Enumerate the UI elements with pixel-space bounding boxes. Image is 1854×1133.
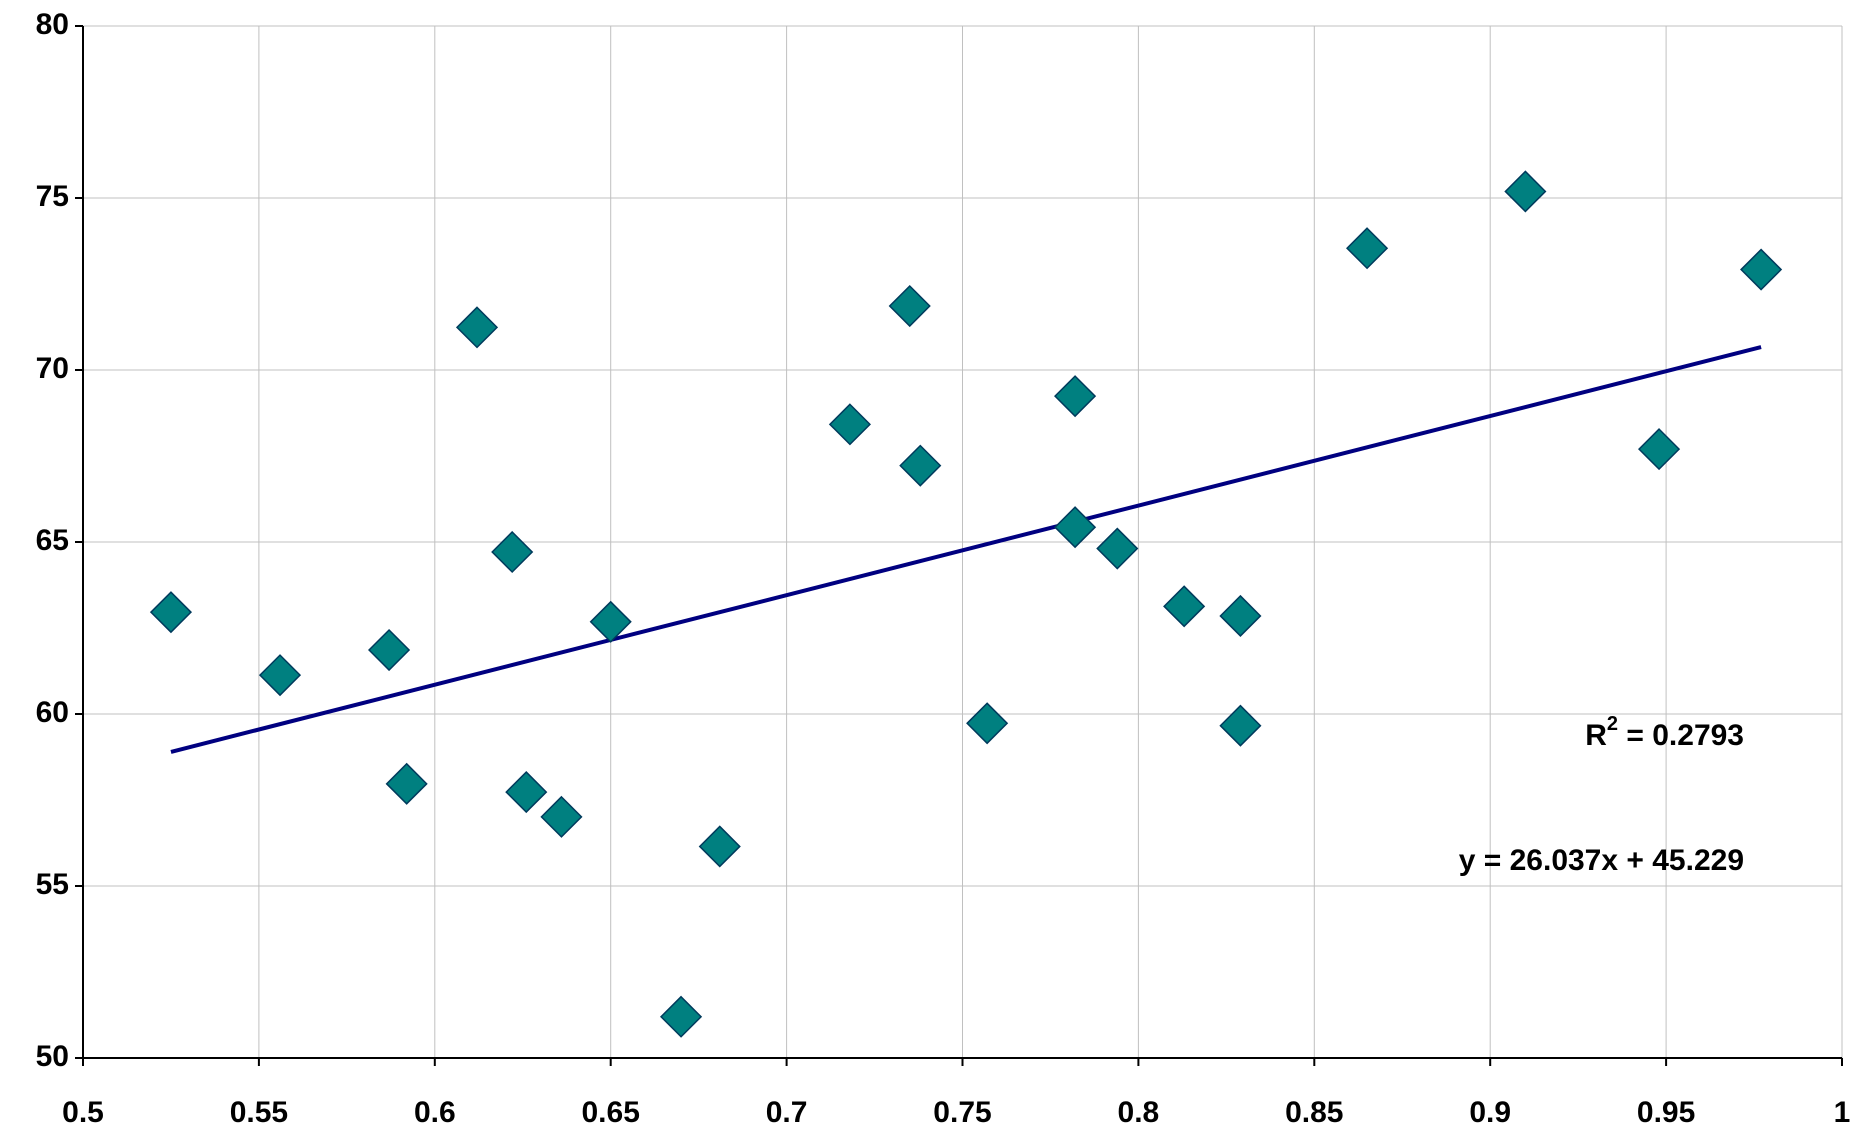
marker xyxy=(1505,171,1545,211)
x-tick-label: 0.7 xyxy=(766,1096,808,1129)
marker xyxy=(967,703,1007,743)
x-tick-label: 0.95 xyxy=(1637,1096,1695,1129)
x-tick-label: 0.55 xyxy=(230,1096,288,1129)
x-tick-label: 0.8 xyxy=(1118,1096,1160,1129)
marker xyxy=(1347,228,1387,268)
trend-equation: y = 26.037x + 45.229 xyxy=(1459,844,1744,877)
marker xyxy=(1220,706,1260,746)
y-tick-label: 50 xyxy=(36,1040,69,1073)
r-squared-value: = 0.2793 xyxy=(1618,719,1744,752)
x-tick-label: 0.65 xyxy=(582,1096,640,1129)
y-tick-label: 55 xyxy=(36,868,69,901)
y-tick-label: 70 xyxy=(36,352,69,385)
marker xyxy=(369,630,409,670)
y-tick-label: 65 xyxy=(36,524,69,557)
plot-area: 50 55 60 65 70 75 80 0.5 0.55 0.6 0.65 0.7 0.75 0.8 0.… xyxy=(36,8,1851,1129)
marker xyxy=(492,532,532,572)
marker xyxy=(541,797,581,837)
marker xyxy=(260,655,300,695)
y-tick-label: 80 xyxy=(36,8,69,41)
marker xyxy=(700,826,740,866)
marker xyxy=(1164,586,1204,626)
marker xyxy=(1741,250,1781,290)
marker xyxy=(506,772,546,812)
marker xyxy=(1639,429,1679,469)
r-squared: R2 = 0.2793 xyxy=(1585,713,1744,752)
r-squared-power: 2 xyxy=(1607,713,1618,735)
x-tick-label: 0.5 xyxy=(62,1096,104,1129)
marker xyxy=(661,997,701,1037)
r-squared-name: R xyxy=(1585,719,1607,752)
marker xyxy=(457,307,497,347)
marker xyxy=(890,286,930,326)
y-tick-label: 75 xyxy=(36,180,69,213)
x-tick-label: 0.85 xyxy=(1285,1096,1343,1129)
x-tick-label: 0.6 xyxy=(414,1096,456,1129)
marker xyxy=(1097,529,1137,569)
marker xyxy=(1055,507,1095,547)
marker xyxy=(1055,376,1095,416)
x-tick-label: 1 xyxy=(1834,1096,1851,1129)
y-tick-label: 60 xyxy=(36,696,69,729)
chart: 50 55 60 65 70 75 80 0.5 0.55 0.6 0.65 0.7 0.75 0.8 0.… xyxy=(0,0,1854,1133)
marker xyxy=(900,446,940,486)
marker xyxy=(151,592,191,632)
x-tick-label: 0.9 xyxy=(1469,1096,1511,1129)
marker xyxy=(1220,596,1260,636)
x-tick-label: 0.75 xyxy=(933,1096,991,1129)
marker xyxy=(830,404,870,444)
marker xyxy=(387,764,427,804)
trend-line xyxy=(171,347,1761,752)
